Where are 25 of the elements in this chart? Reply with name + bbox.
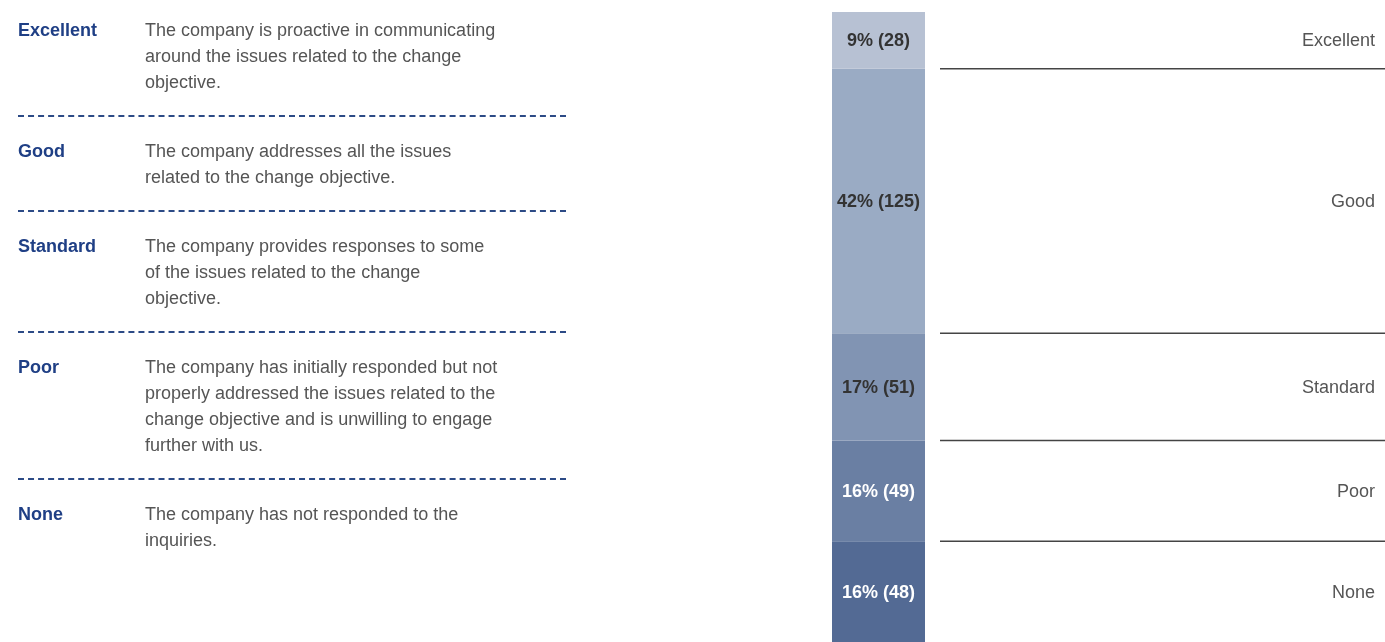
text: Excellent (18, 20, 98, 40)
text: The company has not responded to the inquiries. (145, 503, 460, 552)
bar (832, 68, 925, 334)
text: Standard (18, 236, 97, 256)
text: Standard (1301, 376, 1375, 397)
text: Poor (18, 357, 60, 377)
text: Good (1330, 191, 1375, 211)
data-label: 16% (48) (841, 581, 916, 602)
text: The company provides responses to some of the issues related to the change objective. (145, 235, 486, 310)
data-label: 16% (49) (841, 480, 916, 501)
text: The company addresses all the issues related to the change objective. (145, 140, 453, 189)
data-label: 42% (125) (836, 191, 921, 211)
bar (832, 440, 925, 542)
text: The company is proactive in communicating around the issues related to the change objective. (145, 19, 497, 94)
text: Poor (1336, 480, 1375, 501)
bar (832, 333, 925, 441)
text: Excellent (1301, 30, 1375, 51)
text: Good (18, 141, 65, 161)
text: None (1331, 581, 1375, 602)
bar (832, 541, 925, 642)
data-label: 9% (28) (846, 30, 911, 51)
bar (832, 12, 925, 69)
text: None (18, 504, 63, 524)
text: The company has initially responded but not properly addressed the issues related to the change objective and is unwilling to engage further with us. (145, 356, 499, 457)
data-label: 17% (51) (841, 376, 916, 397)
